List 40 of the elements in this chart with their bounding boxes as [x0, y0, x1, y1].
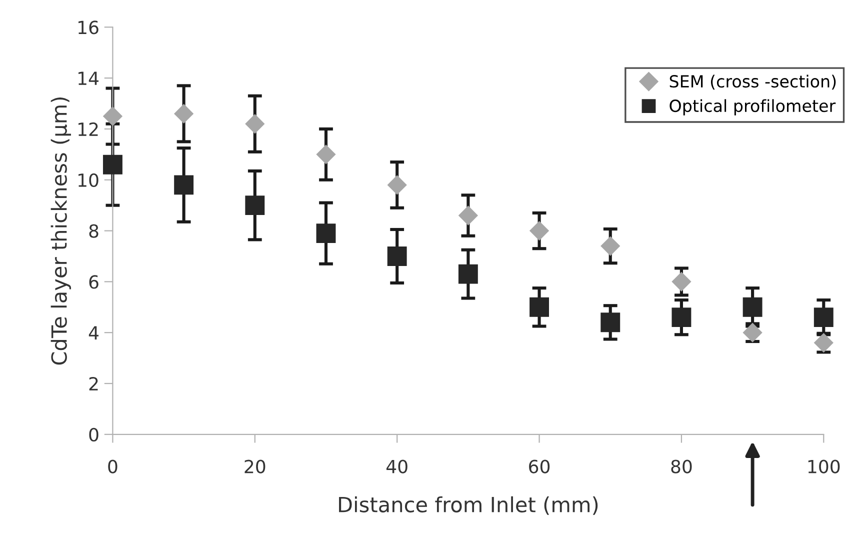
x-tick-label: 60: [529, 460, 550, 474]
legend-label: Optical profilometer: [670, 99, 836, 116]
y-tick-label: 6: [89, 275, 98, 289]
point: [245, 114, 264, 134]
x-tick-label: 40: [386, 460, 408, 474]
point: [530, 221, 549, 240]
point: [742, 297, 762, 317]
y-tick-label: 4: [88, 326, 99, 340]
point: [458, 206, 478, 226]
point: [814, 308, 834, 328]
y-tick-label: 8: [89, 224, 98, 238]
y-tick-label: 10: [78, 173, 98, 187]
legend-label: SEM (cross -section): [670, 74, 836, 90]
point: [316, 144, 336, 164]
point: [387, 246, 407, 266]
point: [672, 308, 692, 328]
point: [103, 106, 122, 126]
point: [743, 323, 762, 342]
x-tick-label: 20: [244, 460, 266, 474]
point: [174, 175, 194, 195]
point: [530, 297, 549, 317]
point: [600, 236, 620, 256]
y-tick-label: 16: [78, 20, 98, 34]
y-tick-label: 14: [78, 72, 98, 85]
point: [316, 224, 336, 244]
point: [388, 175, 407, 194]
x-tick-label: 80: [671, 460, 692, 474]
point: [102, 154, 122, 174]
point: [458, 264, 478, 284]
point: [245, 196, 265, 216]
y-axis-title: CdTe layer thickness (μm): [50, 98, 71, 365]
x-axis-title: Distance from Inlet (mm): [339, 496, 598, 515]
y-tick-label: 0: [89, 428, 98, 442]
x-tick-label: 100: [808, 460, 840, 474]
y-tick-label: 12: [78, 122, 98, 136]
point: [600, 312, 620, 332]
point: [174, 104, 194, 124]
y-tick-label: 2: [89, 376, 98, 390]
point: [672, 272, 691, 292]
x-tick-label: 0: [108, 460, 118, 474]
